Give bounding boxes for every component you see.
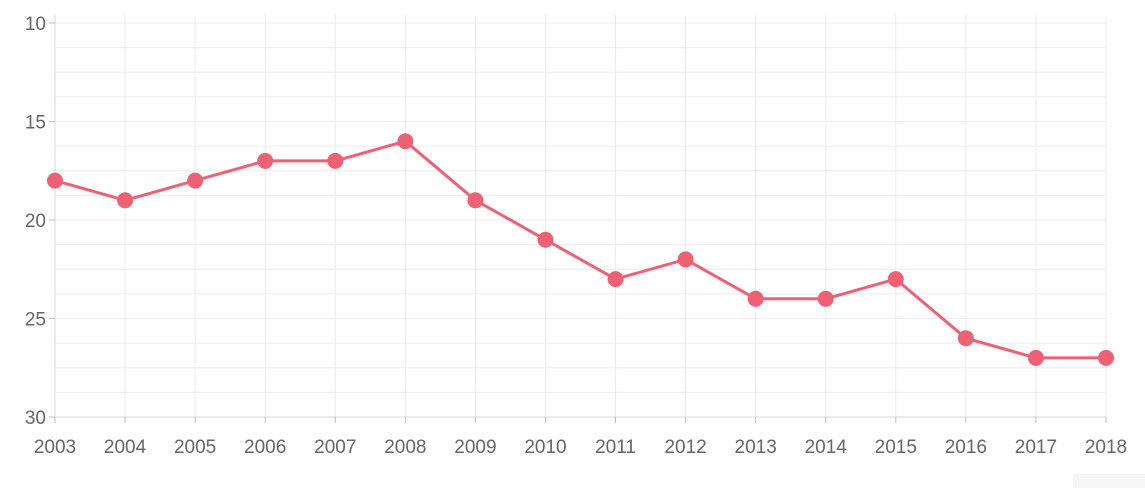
data-point[interactable]: [397, 133, 414, 150]
series-layer: [47, 133, 1114, 366]
data-point[interactable]: [1027, 349, 1044, 366]
x-tick-label: 2018: [1085, 437, 1127, 458]
data-point[interactable]: [47, 172, 63, 189]
corner-widget: [1073, 474, 1145, 488]
x-tick-label: 2006: [244, 437, 286, 458]
x-tick-label: 2007: [314, 437, 356, 458]
y-tick-label: 25: [25, 310, 46, 331]
x-tick-label: 2017: [1015, 437, 1057, 458]
x-tick-label: 2012: [664, 437, 706, 458]
axes: [49, 15, 1107, 423]
y-tick-label: 15: [25, 113, 46, 134]
y-tick-label: 10: [25, 14, 46, 35]
x-tick-label: 2003: [34, 437, 76, 458]
data-point[interactable]: [117, 192, 134, 209]
gridlines: [54, 15, 1107, 418]
data-point[interactable]: [887, 271, 904, 288]
y-tick-label: 20: [25, 211, 46, 232]
x-tick-label: 2004: [104, 437, 147, 458]
data-point[interactable]: [747, 290, 764, 307]
x-tick-label: 2016: [945, 437, 987, 458]
data-point[interactable]: [537, 231, 554, 248]
x-tick-label: 2013: [735, 437, 777, 458]
tick-labels: 10 15 20 25 30 2003 2004 2005 2006 2007 2008 2009 20…: [25, 14, 1127, 458]
x-tick-label: 2014: [805, 437, 848, 458]
y-tick-label: 30: [25, 408, 46, 429]
data-point[interactable]: [957, 330, 974, 347]
x-tick-label: 2011: [595, 437, 636, 458]
x-tick-label: 2015: [875, 437, 917, 458]
x-tick-label: 2010: [524, 437, 566, 458]
x-tick-label: 2008: [384, 437, 426, 458]
x-tick-label: 2005: [174, 437, 216, 458]
data-point[interactable]: [187, 172, 204, 189]
data-point[interactable]: [677, 251, 694, 268]
series-line: [53, 139, 1108, 360]
data-point[interactable]: [1098, 349, 1114, 366]
data-point[interactable]: [467, 192, 484, 209]
data-point[interactable]: [327, 152, 344, 169]
data-point[interactable]: [257, 152, 274, 169]
data-point[interactable]: [817, 290, 834, 307]
x-tick-label: 2009: [454, 437, 496, 458]
data-point[interactable]: [607, 271, 624, 288]
